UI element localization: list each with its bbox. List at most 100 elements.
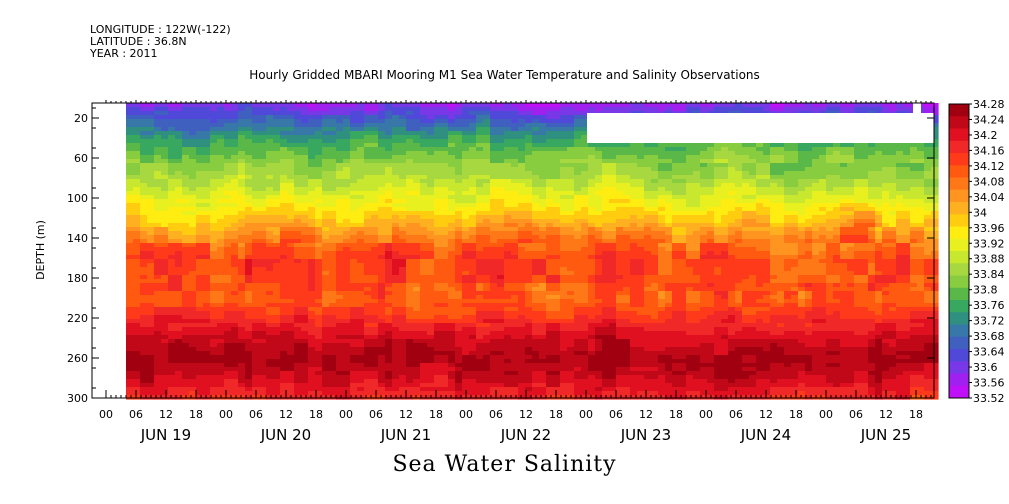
y-tick-label: 260 — [67, 352, 88, 365]
header-meta: LONGITUDE : 122W(-122) LATITUDE : 36.8N … — [90, 24, 231, 60]
missing-data-region — [587, 113, 934, 143]
colorbar-swatch — [949, 128, 969, 142]
x-tick-label: 18 — [549, 408, 563, 421]
x-tick-label: 18 — [309, 408, 323, 421]
colorbar-label: 34.28 — [973, 98, 1005, 111]
colorbar-label: 33.68 — [973, 330, 1005, 343]
colorbar-swatch — [949, 238, 969, 252]
x-tick-label: 12 — [519, 408, 533, 421]
x-tick-label: 18 — [669, 408, 683, 421]
colorbar-swatch — [949, 214, 969, 227]
chart-title: Hourly Gridded MBARI Mooring M1 Sea Wate… — [249, 68, 760, 82]
heatmap-field — [126, 103, 939, 400]
colorbar-label: 34.24 — [973, 113, 1005, 126]
colorbar-label: 33.56 — [973, 377, 1005, 390]
colorbar-swatch — [949, 275, 969, 289]
x-tick-label: 18 — [909, 408, 923, 421]
colorbar-label: 33.96 — [973, 222, 1005, 235]
colorbar-label: 33.6 — [973, 361, 998, 374]
x-day-label: JUN 25 — [860, 426, 911, 444]
x-tick-label: 06 — [849, 408, 863, 421]
colorbar-swatch — [949, 385, 969, 399]
colorbar-swatch — [949, 287, 969, 301]
x-tick-label: 12 — [759, 408, 773, 421]
x-tick-label: 18 — [189, 408, 203, 421]
colorbar-swatch — [949, 140, 969, 154]
y-tick-label: 180 — [67, 272, 88, 285]
x-tick-label: 00 — [699, 408, 713, 421]
colorbar-label: 34.16 — [973, 144, 1005, 157]
x-tick-label: 00 — [219, 408, 233, 421]
x-day-label: JUN 19 — [140, 426, 191, 444]
colorbar-swatch — [949, 263, 969, 276]
colorbar-label: 33.52 — [973, 392, 1005, 405]
colorbar-label: 33.64 — [973, 346, 1005, 359]
colorbar-swatch — [949, 226, 969, 240]
chart-subtitle: Sea Water Salinity — [392, 452, 617, 477]
x-tick-label: 00 — [579, 408, 593, 421]
x-day-label: JUN 24 — [740, 426, 791, 444]
colorbar: 34.28 34.24 34.2 34.16 34.12 34.08 34.04 34 33.9… — [948, 98, 1005, 405]
y-tick-label: 100 — [67, 192, 88, 205]
x-tick-label: 06 — [249, 408, 263, 421]
colorbar-swatch — [949, 324, 969, 338]
colorbar-label: 34.12 — [973, 160, 1005, 173]
y-tick-label: 20 — [74, 112, 88, 125]
x-day-label: JUN 22 — [500, 426, 551, 444]
colorbar-swatch — [949, 189, 969, 203]
colorbar-label: 34.04 — [973, 191, 1005, 204]
colorbar-label: 33.92 — [973, 237, 1005, 250]
colorbar-swatch — [949, 104, 969, 117]
colorbar-swatch — [949, 177, 969, 191]
colorbar-label: 33.76 — [973, 299, 1005, 312]
colorbar-swatch — [949, 116, 969, 129]
colorbar-swatch — [949, 300, 969, 313]
x-day-label: JUN 21 — [380, 426, 431, 444]
colorbar-swatch — [949, 361, 969, 374]
x-tick-label: 12 — [279, 408, 293, 421]
plot-frame — [91, 102, 935, 399]
colorbar-swatch — [949, 202, 969, 215]
x-tick-label: 06 — [609, 408, 623, 421]
colorbar-label: 33.8 — [973, 284, 998, 297]
y-axis: 20 60 100 140 180 220 260 300 DEPTH (m) — [34, 107, 934, 405]
year-label: YEAR : 2011 — [90, 47, 158, 60]
x-tick-label: 00 — [99, 408, 113, 421]
colorbar-label: 34.08 — [973, 175, 1005, 188]
x-tick-label: 06 — [129, 408, 143, 421]
colorbar-label: 33.72 — [973, 315, 1005, 328]
colorbar-label: 34 — [973, 206, 987, 219]
colorbar-swatch — [949, 153, 969, 166]
colorbar-swatch — [949, 251, 969, 264]
x-tick-label: 12 — [639, 408, 653, 421]
x-tick-label: 06 — [489, 408, 503, 421]
x-tick-label: 00 — [819, 408, 833, 421]
latitude-label: LATITUDE : 36.8N — [90, 35, 187, 48]
x-tick-label: 18 — [789, 408, 803, 421]
longitude-label: LONGITUDE : 122W(-122) — [90, 23, 231, 36]
x-day-label: JUN 20 — [260, 426, 311, 444]
y-tick-label: 300 — [67, 392, 88, 405]
x-tick-label: 12 — [879, 408, 893, 421]
missing-data-notch — [913, 103, 921, 113]
colorbar-swatch — [949, 336, 969, 350]
x-axis: 00 06 12 18 00 06 12 18 00 06 12 18 00 06 12 18 00 06 12 18… — [99, 100, 932, 444]
y-tick-label: 60 — [74, 152, 88, 165]
y-tick-label: 140 — [67, 232, 88, 245]
x-tick-label: 06 — [369, 408, 383, 421]
x-tick-label: 12 — [159, 408, 173, 421]
colorbar-swatch — [949, 312, 969, 325]
colorbar-label: 34.2 — [973, 129, 998, 142]
colorbar-label: 33.84 — [973, 268, 1005, 281]
x-tick-label: 06 — [729, 408, 743, 421]
y-tick-label: 220 — [67, 312, 88, 325]
x-tick-label: 18 — [429, 408, 443, 421]
colorbar-swatch — [949, 373, 969, 387]
colorbar-label: 33.88 — [973, 253, 1005, 266]
x-day-label: JUN 23 — [620, 426, 671, 444]
y-axis-label: DEPTH (m) — [34, 220, 47, 280]
colorbar-swatch — [949, 349, 969, 362]
x-tick-label: 00 — [459, 408, 473, 421]
colorbar-swatch — [949, 165, 969, 178]
